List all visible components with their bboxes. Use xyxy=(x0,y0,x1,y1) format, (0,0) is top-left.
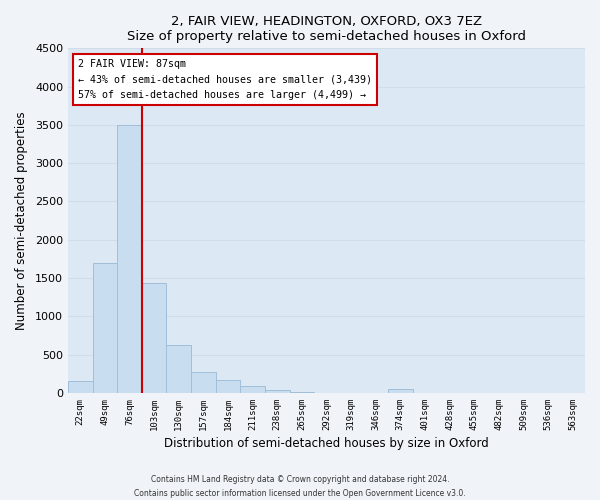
Bar xyxy=(166,346,191,393)
Bar xyxy=(92,263,117,393)
Bar xyxy=(191,372,215,393)
Y-axis label: Number of semi-detached properties: Number of semi-detached properties xyxy=(15,112,28,330)
Bar xyxy=(68,382,92,393)
Title: 2, FAIR VIEW, HEADINGTON, OXFORD, OX3 7EZ
Size of property relative to semi-deta: 2, FAIR VIEW, HEADINGTON, OXFORD, OX3 7E… xyxy=(127,15,526,43)
Bar xyxy=(142,282,166,393)
Text: 2 FAIR VIEW: 87sqm
← 43% of semi-detached houses are smaller (3,439)
57% of semi: 2 FAIR VIEW: 87sqm ← 43% of semi-detache… xyxy=(78,58,372,100)
Bar xyxy=(290,392,314,393)
Text: Contains HM Land Registry data © Crown copyright and database right 2024.
Contai: Contains HM Land Registry data © Crown c… xyxy=(134,476,466,498)
X-axis label: Distribution of semi-detached houses by size in Oxford: Distribution of semi-detached houses by … xyxy=(164,437,489,450)
Bar xyxy=(215,380,240,393)
Bar xyxy=(117,125,142,393)
Bar xyxy=(265,390,290,393)
Bar xyxy=(240,386,265,393)
Bar xyxy=(388,390,413,393)
